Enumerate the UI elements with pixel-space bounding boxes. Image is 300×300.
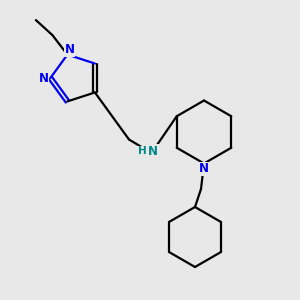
Text: N: N [198,162,208,176]
Text: N: N [39,71,49,85]
Text: H: H [137,146,146,156]
Text: N: N [65,43,75,56]
Text: N: N [148,145,158,158]
